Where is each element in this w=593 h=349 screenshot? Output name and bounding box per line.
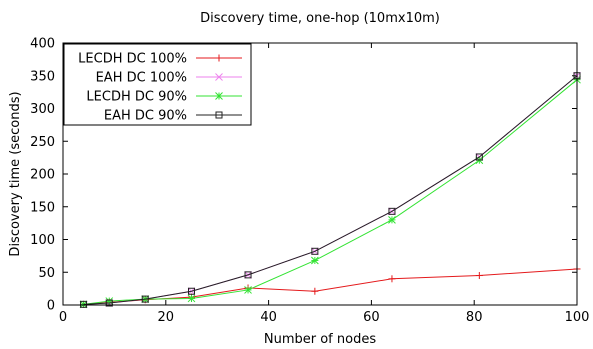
data-point: [244, 286, 252, 294]
data-point: [388, 207, 396, 215]
data-point: [311, 256, 319, 265]
x-tick-label: 100: [565, 310, 590, 325]
axes: 0 20 40 60 80 100 0 50 100 150 200 250 300 350 400: [30, 37, 589, 326]
x-tick-label: 40: [260, 310, 277, 325]
x-tick-label: 20: [158, 310, 175, 325]
data-point: [388, 275, 396, 283]
data-point: [188, 287, 195, 295]
data-point: [80, 300, 88, 308]
data-point: [141, 295, 149, 303]
y-tick-label: 100: [30, 233, 55, 248]
legend-label: EAH DC 90%: [104, 109, 187, 124]
data-point: [311, 287, 319, 295]
y-tick-label: 0: [47, 299, 55, 314]
data-point: [105, 299, 113, 307]
legend-label: LECDH DC 90%: [86, 90, 187, 105]
data-point: [215, 73, 223, 81]
data-point: [475, 153, 483, 161]
x-axis-label: Number of nodes: [264, 332, 376, 347]
legend-item: LECDH DC 90%: [86, 90, 242, 105]
y-tick-label: 300: [30, 102, 55, 117]
legend-item: EAH DC 90%: [104, 109, 242, 124]
series-line: [83, 75, 578, 305]
series-layer: [79, 71, 581, 309]
data-point: [311, 247, 319, 255]
y-tick-label: 50: [38, 266, 55, 281]
y-tick-label: 200: [30, 168, 55, 183]
plot-frame: [62, 42, 578, 306]
chart-title: Discovery time, one-hop (10mx10m): [200, 11, 440, 26]
legend: LECDH DC 100% EAH DC 100% LECDH DC 90% EAH …: [63, 43, 252, 126]
series-eah-dc-90: [80, 72, 581, 308]
data-point: [388, 215, 396, 224]
y-tick-label: 400: [30, 37, 55, 52]
data-point: [475, 272, 483, 280]
y-axis-label: Discovery time (seconds): [8, 91, 23, 256]
series-lecdh-dc-100: [80, 265, 581, 308]
legend-item: LECDH DC 100%: [78, 52, 242, 67]
legend-label: EAH DC 100%: [96, 71, 187, 86]
x-tick-label: 80: [466, 310, 483, 325]
x-tick-label: 0: [59, 310, 67, 325]
y-tick-label: 350: [30, 69, 55, 84]
data-point: [187, 294, 196, 303]
legend-label: LECDH DC 100%: [78, 52, 187, 67]
y-tick-label: 150: [30, 200, 55, 215]
legend-item: EAH DC 100%: [96, 71, 242, 86]
x-tick-label: 60: [363, 310, 380, 325]
y-tick-label: 250: [30, 135, 55, 150]
data-point: [215, 54, 223, 62]
data-point: [215, 111, 223, 119]
data-point: [215, 92, 223, 100]
data-point: [244, 271, 252, 279]
